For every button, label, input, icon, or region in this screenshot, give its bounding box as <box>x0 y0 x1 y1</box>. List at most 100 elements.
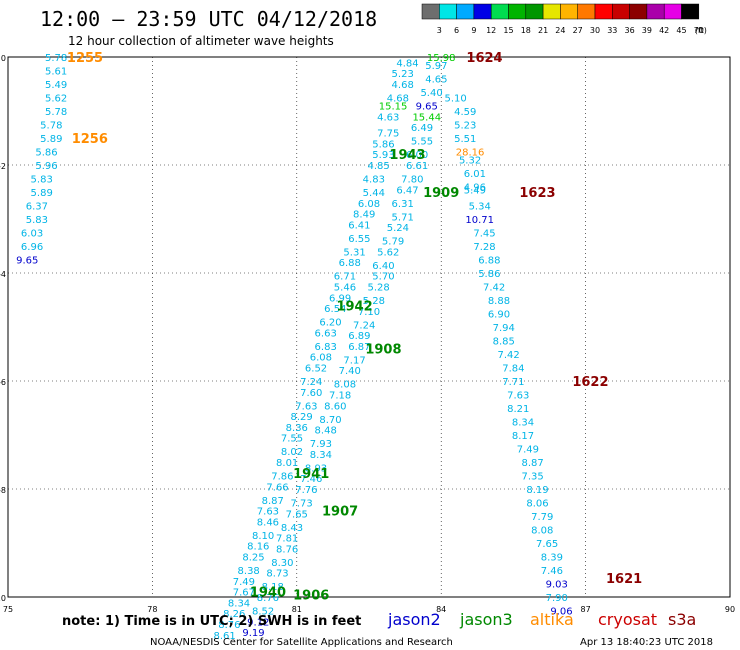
swh-value-label: 5.86 <box>478 269 500 280</box>
swh-value-label: 5.49 <box>464 185 486 196</box>
legend-s3a: s3a <box>668 610 696 629</box>
swh-value-label: 8.88 <box>488 296 510 307</box>
swh-value-label: 8.17 <box>512 431 534 442</box>
swh-value-label: 7.80 <box>401 175 423 186</box>
swh-value-label: 5.78 <box>45 107 67 118</box>
swh-value-label: 5.44 <box>363 188 385 199</box>
swh-value-label: 5.62 <box>377 247 399 258</box>
swh-value-label: 7.10 <box>358 307 380 318</box>
swh-value-label: 6.08 <box>310 353 332 364</box>
swh-value-label: 28.16 <box>456 148 485 159</box>
x-tick-label: 90 <box>725 605 735 614</box>
swh-value-label: 6.49 <box>411 123 433 134</box>
y-tick-label: -10 <box>0 594 6 603</box>
swh-value-label: 7.84 <box>502 364 524 375</box>
series-group: 4.845.234.684.6815.154.637.755.865.934.8… <box>213 58 418 641</box>
swh-value-label: 6.99 <box>329 293 351 304</box>
swh-value-label: 8.29 <box>290 412 312 423</box>
swh-value-label: 6.20 <box>319 318 341 329</box>
swh-value-label: 5.49 <box>45 80 67 91</box>
colorbar-swatch <box>542 3 561 20</box>
swh-value-label: 5.78 <box>40 121 62 132</box>
series-group: 5.78 5.61 5.49 5.62 5.78 5.78 5.89 5.86 5.96 5.83… <box>16 53 67 267</box>
swh-value-label: 8.08 <box>334 380 356 391</box>
colorbar-swatch <box>594 3 613 20</box>
swh-value-label: 5.71 <box>392 212 414 223</box>
swh-value-label: 4.68 <box>392 80 414 91</box>
swh-value-label: 8.43 <box>281 523 303 534</box>
swh-value-label: 6.55 <box>348 234 370 245</box>
colorbar-swatch <box>560 3 578 20</box>
legend-altika: altika <box>530 610 574 629</box>
colorbar-swatch <box>456 3 475 20</box>
swh-value-label: 6.89 <box>348 331 370 342</box>
pass-time-label: 1623 <box>519 186 555 201</box>
y-tick-label: -6 <box>0 378 6 387</box>
pass-time-label: 1906 <box>293 588 329 603</box>
pass-time-label: 1622 <box>572 375 608 390</box>
swh-value-label: 8.46 <box>257 517 279 528</box>
colorbar-tick-label: 15 <box>503 26 513 35</box>
swh-value-label: 5.10 <box>445 94 467 105</box>
swh-value-label: 8.01 <box>276 458 298 469</box>
swh-value-label: 5.86 <box>35 148 57 159</box>
colorbar-tick-label: 45 <box>676 26 686 35</box>
pass-time-label: 1942 <box>336 299 372 314</box>
swh-value-label: 7.49 <box>517 445 539 456</box>
swh-value-label: 8.21 <box>507 404 529 415</box>
swh-value-label: 6.08 <box>358 199 380 210</box>
swh-value-label: 5.34 <box>469 202 491 213</box>
swh-value-label: 4.85 <box>367 161 389 172</box>
swh-value-label: 15.44 <box>412 112 441 123</box>
y-tick-label: -8 <box>0 486 6 495</box>
swh-value-label: 6.63 <box>315 328 337 339</box>
pass-time-label: 1907 <box>322 505 358 520</box>
plot-border <box>7 56 731 598</box>
swh-value-label: 5.78 <box>45 53 67 64</box>
swh-value-label: 7.63 <box>507 391 529 402</box>
swh-value-label: 8.10 <box>252 531 274 542</box>
swh-value-label: 5.46 <box>334 283 356 294</box>
pass-time-label: 1943 <box>389 148 425 163</box>
colorbar-tick-label: 27 <box>573 26 583 35</box>
swh-value-label: 6.31 <box>392 199 414 210</box>
data-marks: 5.78 5.61 5.49 5.62 5.78 5.78 5.89 5.86 5.96 5.83… <box>16 51 642 642</box>
swh-value-label: 8.36 <box>286 423 308 434</box>
swh-value-label: 4.84 <box>396 58 418 69</box>
swh-value-label: 9.12 <box>247 617 269 628</box>
swh-value-label: 7.67 <box>233 588 255 599</box>
swh-value-label: 6.83 <box>315 342 337 353</box>
swh-value-label: 5.86 <box>372 139 394 150</box>
y-tick-label: -4 <box>0 270 6 279</box>
pass-time-label: 1624 <box>466 51 502 66</box>
swh-value-label: 15.98 <box>427 53 456 64</box>
swh-value-label: 8.73 <box>266 569 288 580</box>
plot-frame: 75 78 81 84 87 90 0 -2 -4 -6 -8 -10 <box>0 54 735 614</box>
swh-value-label: 9.06 <box>550 607 572 618</box>
colorbar-tick-label: 9 <box>471 26 476 35</box>
swh-value-label: 15.15 <box>379 102 408 113</box>
pass-time-label: 1256 <box>72 132 108 147</box>
swh-value-label: 5.51 <box>454 134 476 145</box>
colorbar-tick-label: 33 <box>607 26 617 35</box>
swh-value-label: 7.35 <box>522 472 544 483</box>
colorbar-swatch <box>612 3 630 20</box>
swh-value-label: 5.55 <box>411 137 433 148</box>
colorbar-tick-label: 30 <box>590 26 600 35</box>
legend-jason2: jason2 <box>387 610 441 629</box>
legend-jason3: jason3 <box>459 610 513 629</box>
swh-value-label: 6.87 <box>348 342 370 353</box>
swh-value-label: 5.62 <box>45 94 67 105</box>
colorbar-tick-label: 42 <box>659 26 669 35</box>
swh-value-label: 6.54 <box>324 304 346 315</box>
swh-value-label: 9.19 <box>242 628 264 639</box>
swh-value-label: 7.24 <box>353 320 375 331</box>
footer-timestamp: Apr 13 18:40:23 UTC 2018 <box>580 637 713 648</box>
pass-time-label: 1255 <box>67 51 103 66</box>
swh-value-label: 7.60 <box>300 388 322 399</box>
pass-time-label: 1621 <box>606 572 642 587</box>
swh-value-label: 5.32 <box>459 156 481 167</box>
swh-value-label: 5.61 <box>45 67 67 78</box>
swh-value-label: 7.55 <box>281 434 303 445</box>
